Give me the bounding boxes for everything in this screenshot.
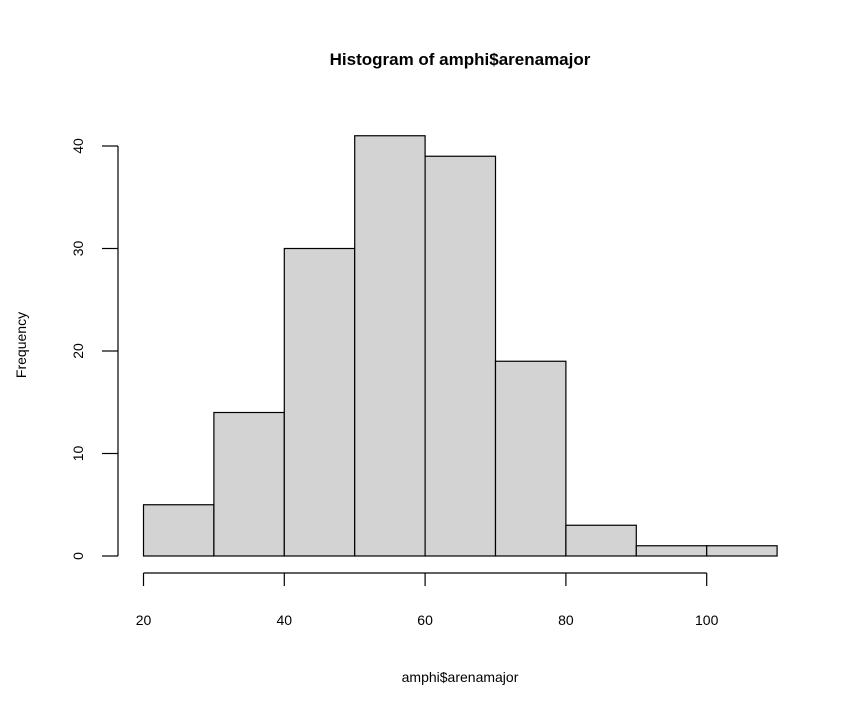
histogram-bar-50-60 [354, 135, 426, 557]
y-tick-label: 30 [70, 241, 86, 257]
histogram-bar-20-30 [142, 504, 215, 557]
y-tick-label: 40 [70, 138, 86, 154]
chart-title: Histogram of amphi$arenamajor [330, 50, 591, 69]
histogram-bar-70-80 [494, 360, 567, 557]
y-axis-label: Frequency [13, 312, 29, 378]
x-tick-label: 100 [695, 612, 719, 628]
y-axis: 0 10 20 30 40 [70, 138, 119, 560]
histogram-bar-80-90 [565, 524, 637, 557]
histogram-bar-40-50 [283, 247, 356, 557]
y-tick-label: 20 [70, 343, 86, 359]
y-tick-label: 0 [70, 552, 86, 560]
x-tick-label: 40 [277, 612, 293, 628]
bars-group [142, 135, 778, 557]
histogram-bar-90-100 [635, 545, 708, 557]
x-tick-label: 60 [417, 612, 433, 628]
x-axis-label: amphi$arenamajor [402, 669, 519, 685]
x-axis: 20 40 60 80 100 [136, 572, 719, 628]
histogram-bar-60-70 [424, 155, 497, 557]
x-tick-label: 20 [136, 612, 152, 628]
x-tick-label: 80 [558, 612, 574, 628]
y-tick-label: 10 [70, 446, 86, 462]
histogram-bar-100-110 [706, 545, 778, 557]
histogram-bar-30-40 [213, 411, 285, 557]
